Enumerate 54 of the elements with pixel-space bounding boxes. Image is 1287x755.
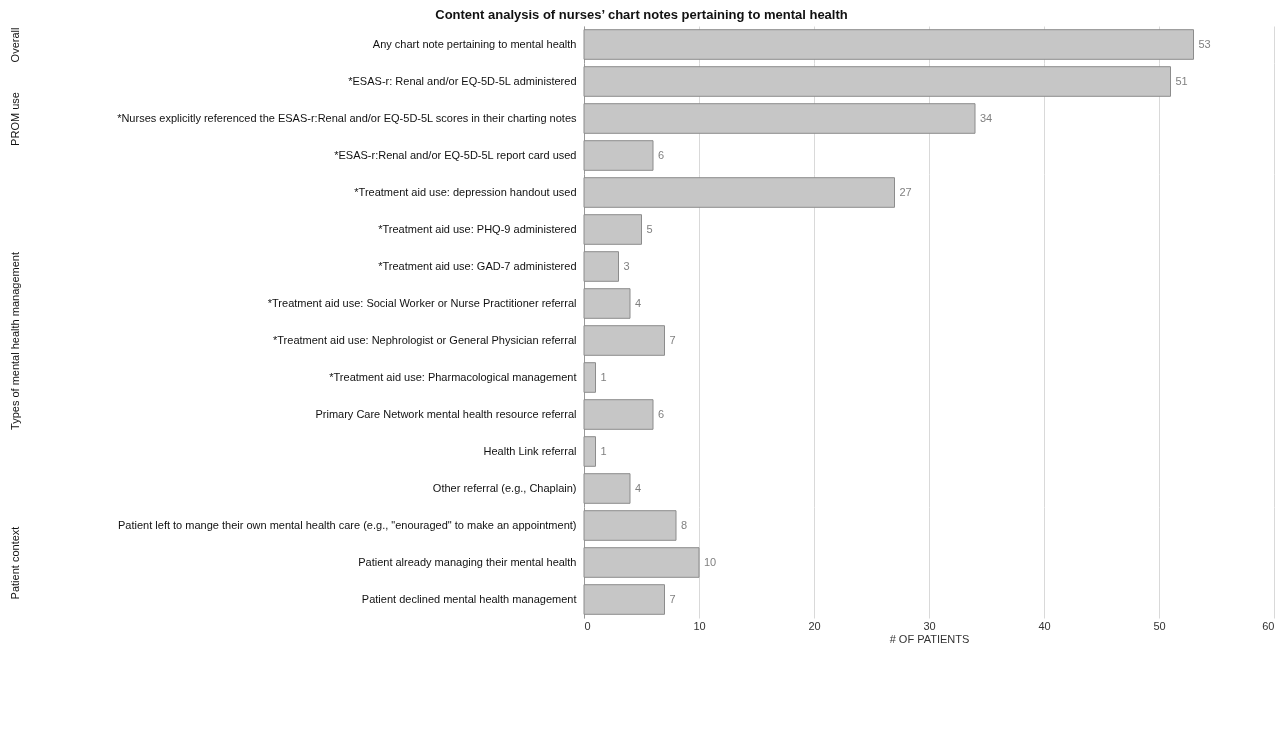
bar xyxy=(583,177,895,208)
y-tick-label: *Treatment aid use: depression handout used xyxy=(354,185,577,198)
x-tick-label: 40 xyxy=(1038,619,1051,632)
y-axis-title: Types of mental health management xyxy=(8,252,21,430)
data-label: 8 xyxy=(681,518,688,531)
data-label: 1 xyxy=(600,444,607,457)
x-tick-label: 50 xyxy=(1153,619,1166,632)
bar xyxy=(583,362,596,393)
data-label: 6 xyxy=(658,148,665,161)
x-tick-label: 20 xyxy=(808,619,821,632)
y-tick-label: *Treatment aid use: GAD-7 administered xyxy=(378,259,577,272)
x-tick-label: 60 xyxy=(1262,619,1275,632)
y-tick-label: Any chart note pertaining to mental health xyxy=(372,37,577,50)
data-label: 4 xyxy=(635,481,642,494)
data-label: 3 xyxy=(623,259,630,272)
y-tick-label: *ESAS-r:Renal and/or EQ-5D-5L report card used xyxy=(334,148,577,161)
data-label: 7 xyxy=(669,333,676,346)
data-label: 51 xyxy=(1175,74,1188,87)
chart-title: Content analysis of nurses’ chart notes pertaining to mental health xyxy=(435,7,848,22)
y-tick-label: *Treatment aid use: Pharmacological management xyxy=(329,370,577,383)
data-label: 1 xyxy=(600,370,607,383)
data-label: 6 xyxy=(658,407,665,420)
data-label: 5 xyxy=(646,222,653,235)
y-axis-title: PROM use xyxy=(8,92,21,146)
bar xyxy=(583,214,642,245)
y-tick-label: Patient already managing their mental health xyxy=(358,555,577,568)
y-tick-label: *Treatment aid use: PHQ-9 administered xyxy=(378,222,577,235)
bar xyxy=(583,288,631,319)
y-axis-title: Patient context xyxy=(8,526,21,600)
y-tick-label: *ESAS-r: Renal and/or EQ-5D-5L administered xyxy=(348,74,577,87)
data-label: 4 xyxy=(635,296,642,309)
x-tick-label: 10 xyxy=(693,619,706,632)
bar xyxy=(583,325,665,356)
x-tick-label: 30 xyxy=(923,619,936,632)
data-label: 7 xyxy=(669,592,676,605)
y-tick-label: Patient left to mange their own mental health care (e.g., "enouraged" to make an appointment) xyxy=(118,518,577,531)
y-tick-label: Patient declined mental health management xyxy=(361,592,577,605)
x-axis-title: # OF PATIENTS xyxy=(889,632,970,645)
y-tick-label: Other referral (e.g., Chaplain) xyxy=(432,481,577,494)
data-label: 53 xyxy=(1198,37,1211,50)
data-label: 34 xyxy=(980,111,993,124)
y-axis-title: Overall xyxy=(8,27,21,63)
data-label: 10 xyxy=(704,555,717,568)
y-tick-label: *Treatment aid use: Social Worker or Nurse Practitioner referral xyxy=(267,296,577,309)
y-tick-label: Primary Care Network mental health resource referral xyxy=(315,407,577,420)
bar xyxy=(583,251,619,282)
y-tick-label: *Treatment aid use: Nephrologist or General Physician referral xyxy=(273,333,577,346)
x-tick-label: 0 xyxy=(584,619,591,632)
bar xyxy=(583,399,654,430)
data-label: 27 xyxy=(899,185,912,198)
y-tick-label: *Nurses explicitly referenced the ESAS-r:Renal and/or EQ-5D-5L scores in their charting notes xyxy=(117,111,577,124)
bar xyxy=(583,436,596,467)
bar xyxy=(583,473,631,504)
y-tick-label: Health Link referral xyxy=(483,444,577,457)
